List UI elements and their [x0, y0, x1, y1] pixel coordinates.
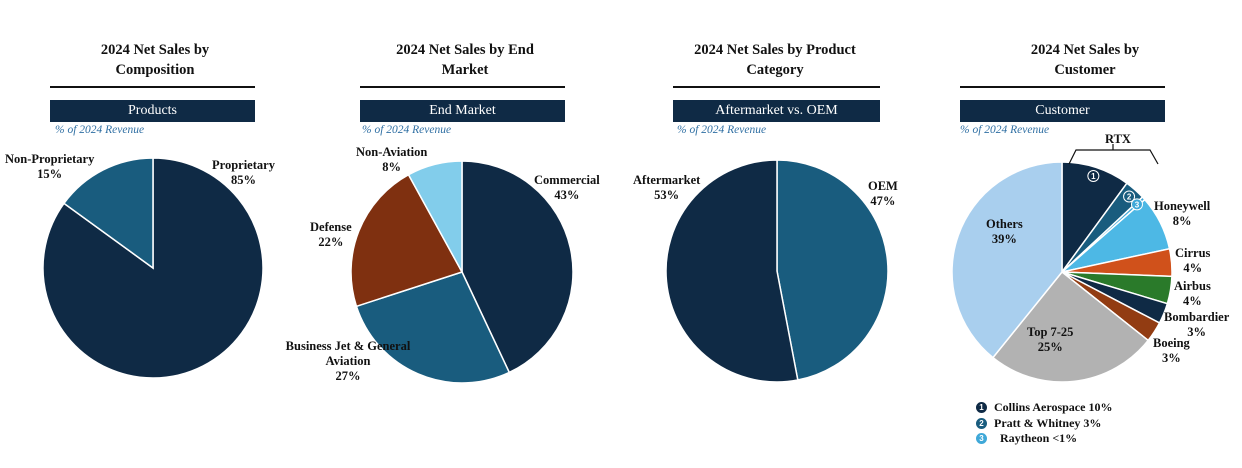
pie-slice-top-7-25	[991, 270, 1150, 383]
pie-chart-end-market	[350, 160, 574, 384]
section-banner: Products	[50, 100, 255, 122]
chart-title: 2024 Net Sales by Customer	[1030, 42, 1140, 78]
legend-text: Collins Aerospace 10%	[994, 400, 1113, 414]
subtitle: % of 2024 Revenue	[960, 124, 1050, 136]
slice-name: Airbus	[1174, 279, 1211, 293]
subtitle: % of 2024 Revenue	[55, 124, 145, 136]
slice-pct: 22%	[318, 235, 344, 249]
slice-pct: 39%	[991, 232, 1017, 246]
slice-pct: 4%	[1183, 261, 1203, 275]
legend-marker-1: 1	[975, 401, 988, 415]
slice-pct: 8%	[382, 160, 402, 174]
slice-name: Defense	[310, 220, 352, 234]
slice-pct: 47%	[870, 194, 896, 208]
pie-chart-product-category	[665, 159, 889, 383]
chart-title: 2024 Net Sales by Composition	[100, 42, 210, 78]
legend-item: 1 Collins Aerospace 10%	[975, 400, 1112, 416]
slice-label-non-aviation: Non-Aviation 8%	[356, 145, 427, 175]
slice-name: OEM	[868, 179, 898, 193]
pie-slice-defense	[350, 173, 464, 308]
title-divider	[673, 86, 880, 88]
slice-name: Business Jet & General Aviation	[285, 339, 411, 368]
slice-pct: 27%	[335, 369, 361, 383]
slice-label-proprietary: Proprietary 85%	[212, 158, 275, 188]
legend-marker-2: 2	[975, 416, 988, 430]
slice-pct: 3%	[1162, 351, 1181, 365]
legend-item: 2 Pratt & Whitney 3%	[975, 416, 1112, 432]
slice-label-cirrus: Cirrus 4%	[1175, 246, 1210, 276]
chart-title: 2024 Net Sales by End Market	[396, 42, 534, 78]
slice-label-defense: Defense 22%	[310, 220, 352, 250]
rtx-marker-number: 3	[1135, 200, 1140, 209]
slice-pct: 15%	[37, 167, 63, 181]
slice-pct: 85%	[230, 173, 256, 187]
title-divider	[50, 86, 255, 88]
slice-label-others: Others 39%	[986, 217, 1023, 247]
panel-product-category: 2024 Net Sales by Product Category After…	[620, 0, 930, 468]
slice-name: Aftermarket	[633, 173, 701, 187]
slice-label-oem: OEM 47%	[868, 179, 898, 209]
slice-label-aftermarket: Aftermarket 53%	[633, 173, 700, 203]
slice-name: Commercial	[534, 173, 600, 187]
slice-name: Cirrus	[1175, 246, 1211, 260]
pie-slice-non-proprietary	[62, 157, 154, 270]
slice-pct: 4%	[1183, 294, 1202, 308]
section-banner: Aftermarket vs. OEM	[673, 100, 880, 122]
pie-chart-customer: 1 23	[951, 161, 1173, 383]
slice-pct: 43%	[554, 188, 580, 202]
slice-label-non-proprietary: Non-Proprietary 15%	[5, 152, 94, 182]
slice-name: Honeywell	[1154, 199, 1211, 213]
chart-title: 2024 Net Sales by Product Category	[694, 42, 856, 78]
subtitle: % of 2024 Revenue	[362, 124, 452, 136]
slice-label-honeywell: Honeywell 8%	[1154, 199, 1210, 229]
slice-label-airbus: Airbus 4%	[1174, 279, 1211, 309]
panel-customer: 2024 Net Sales by Customer Customer % of…	[930, 0, 1242, 468]
slice-pct: 3%	[1187, 325, 1207, 339]
slice-name: Bombardier	[1164, 310, 1230, 324]
title-divider	[960, 86, 1165, 88]
panel-end-market: 2024 Net Sales by End Market End Market …	[286, 0, 620, 468]
slice-label-business-jet: Business Jet & General Aviation 27%	[283, 339, 413, 384]
rtx-group-label: RTX	[1105, 132, 1131, 146]
pie-slice-aftermarket	[665, 159, 799, 383]
title-divider	[360, 86, 565, 88]
pie-slice-non-aviation	[407, 160, 463, 273]
pie-slice-others	[951, 161, 1063, 359]
rtx-marker-1	[1087, 169, 1100, 182]
rtx-marker-number: 1	[1091, 172, 1096, 181]
slice-name: Non-Proprietary	[5, 152, 95, 166]
pie-slice-business-jet-general-aviation	[355, 271, 511, 384]
slice-pct: 25%	[1037, 340, 1063, 354]
rtx-marker-3	[1130, 198, 1143, 211]
pie-slice-commercial	[461, 160, 574, 374]
slice-name: Boeing	[1153, 336, 1190, 350]
rtx-legend: 1 Collins Aerospace 10% 2 Pratt & Whitne…	[975, 400, 1112, 447]
rtx-marker-2	[1123, 190, 1136, 203]
pie-slice-oem	[776, 159, 889, 381]
slice-name: Non-Aviation	[356, 145, 428, 159]
pie-chart-composition	[42, 157, 264, 379]
rtx-group-brace	[1068, 144, 1159, 165]
slice-pct: 8%	[1172, 214, 1192, 228]
section-banner: Customer	[960, 100, 1165, 122]
subtitle: % of 2024 Revenue	[677, 124, 767, 136]
slice-label-commercial: Commercial 43%	[534, 173, 600, 203]
panel-composition: 2024 Net Sales by Composition Products %…	[0, 0, 310, 468]
rtx-marker-number: 2	[1127, 192, 1132, 201]
legend-marker-3: 3	[975, 432, 988, 446]
slice-label-boeing: Boeing 3%	[1153, 336, 1190, 366]
slice-label-top-7-25: Top 7-25 25%	[1027, 325, 1073, 355]
section-banner: End Market	[360, 100, 565, 122]
slice-label-bombardier: Bombardier 3%	[1164, 310, 1229, 340]
slice-pct: 53%	[654, 188, 680, 202]
slice-name: Others	[986, 217, 1023, 231]
legend-item: 3 Raytheon <1%	[975, 431, 1112, 447]
slice-name: Top 7-25	[1027, 325, 1074, 339]
legend-text: Pratt & Whitney 3%	[994, 415, 1102, 430]
slice-name: Proprietary	[212, 158, 275, 172]
legend-text: Raytheon <1%	[1000, 431, 1078, 445]
